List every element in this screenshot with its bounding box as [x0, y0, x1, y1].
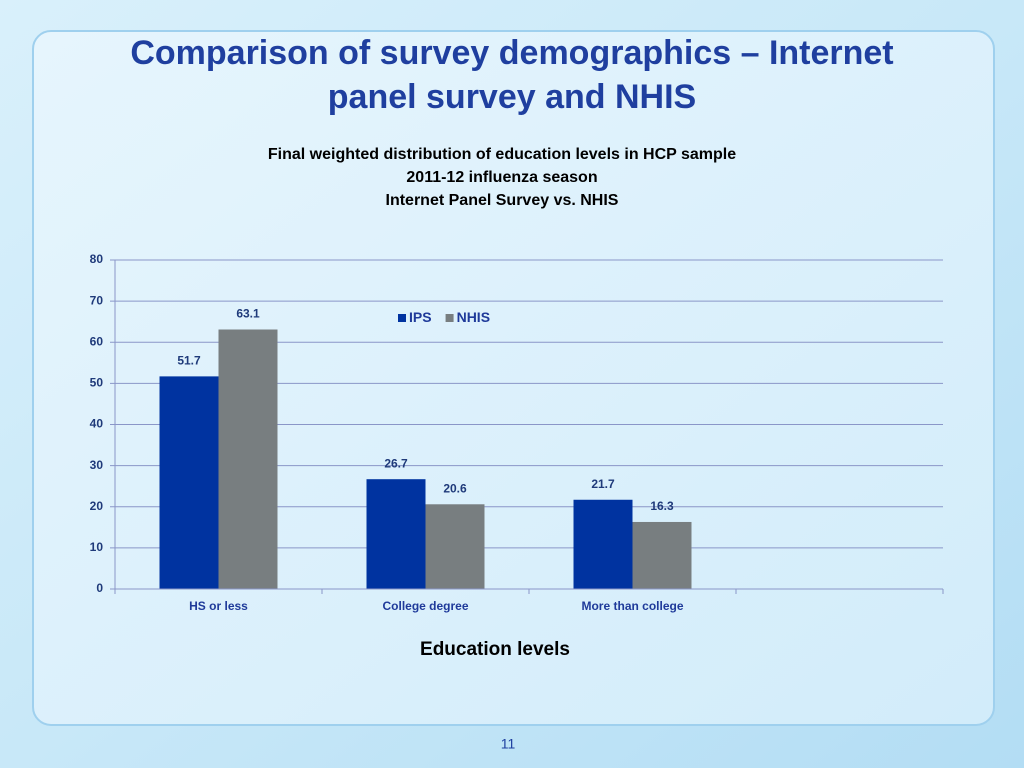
y-tick-label: 80: [90, 252, 104, 266]
data-label: 63.1: [236, 307, 260, 321]
y-tick-label: 60: [90, 334, 104, 348]
y-tick-label: 20: [90, 499, 104, 513]
bar: [632, 521, 692, 589]
y-tick-label: 0: [96, 581, 103, 595]
bar: [218, 329, 278, 589]
legend-label: IPS: [409, 309, 432, 325]
y-tick-label: 10: [90, 540, 104, 554]
data-label: 16.3: [650, 499, 674, 513]
legend-label: NHIS: [457, 309, 490, 325]
legend-swatch: [445, 314, 454, 322]
legend-swatch: [398, 314, 406, 322]
x-tick-label: HS or less: [189, 599, 248, 613]
y-tick-label: 30: [90, 458, 104, 472]
bar: [425, 504, 485, 589]
slide-title: panel survey and NHIS: [328, 78, 696, 116]
x-tick-label: More than college: [581, 599, 683, 613]
bar: [159, 376, 219, 589]
slide-title: Comparison of survey demographics – Inte…: [130, 34, 893, 72]
data-label: 26.7: [384, 456, 408, 470]
chart-title: 2011-12 influenza season: [406, 169, 597, 186]
y-tick-label: 40: [90, 417, 104, 431]
chart-title: Internet Panel Survey vs. NHIS: [386, 192, 619, 209]
page-number: 11: [501, 736, 516, 752]
x-axis-label: Education levels: [420, 639, 570, 660]
data-label: 51.7: [177, 354, 201, 368]
bar: [573, 499, 633, 589]
data-label: 21.7: [591, 477, 615, 491]
bar: [366, 479, 426, 589]
y-tick-label: 70: [90, 293, 104, 307]
chart-title: Final weighted distribution of education…: [268, 146, 736, 163]
data-label: 20.6: [443, 481, 467, 495]
y-tick-label: 50: [90, 376, 104, 390]
x-tick-label: College degree: [382, 599, 468, 613]
